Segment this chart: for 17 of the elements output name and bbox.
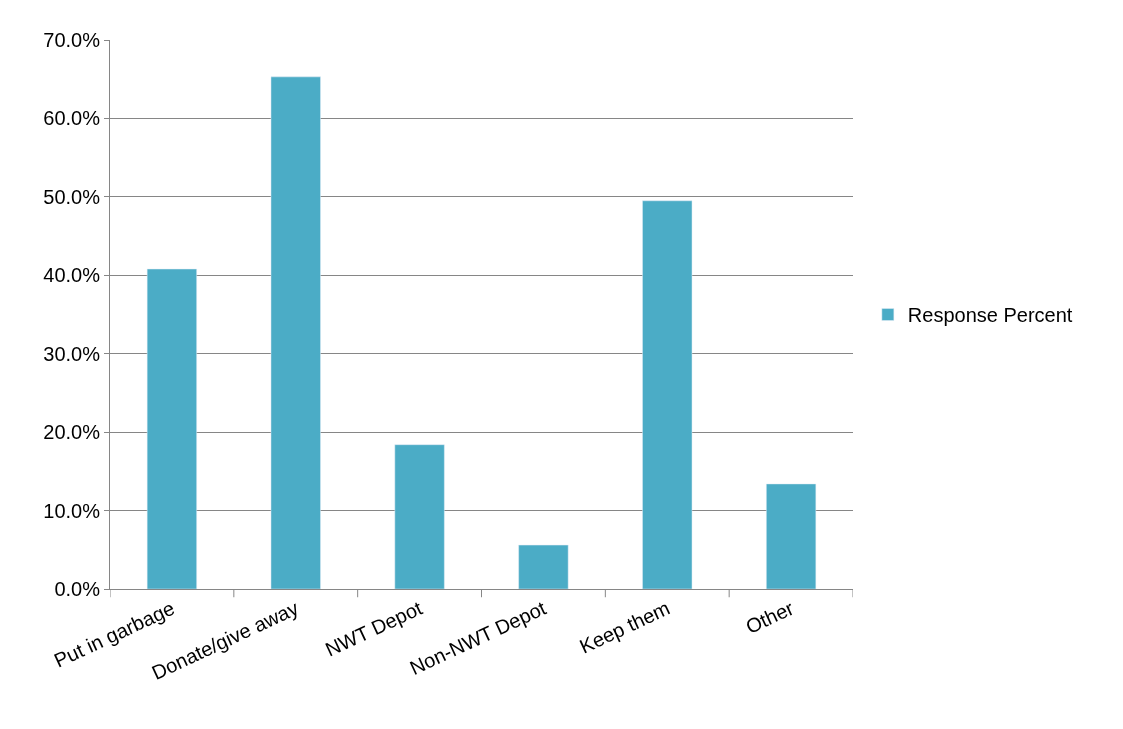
bar <box>394 444 445 589</box>
y-tick-label: 40.0% <box>43 264 101 287</box>
y-tick-label: 0.0% <box>54 578 101 600</box>
y-tick-label: 60.0% <box>43 107 101 130</box>
y-tick-label: 10.0% <box>43 499 101 522</box>
x-tick-label: Keep them <box>576 596 674 658</box>
x-tick-label: Other <box>742 596 798 638</box>
bar <box>270 76 321 589</box>
y-tick-label: 30.0% <box>43 342 101 365</box>
bar <box>642 200 693 589</box>
y-tick-label: 20.0% <box>43 421 101 444</box>
bar <box>766 483 817 589</box>
bar <box>146 268 197 589</box>
bar <box>518 544 569 589</box>
legend-label: Response Percent <box>907 304 1073 327</box>
y-tick-label: 70.0% <box>43 29 101 51</box>
y-tick-label: 50.0% <box>43 185 101 208</box>
